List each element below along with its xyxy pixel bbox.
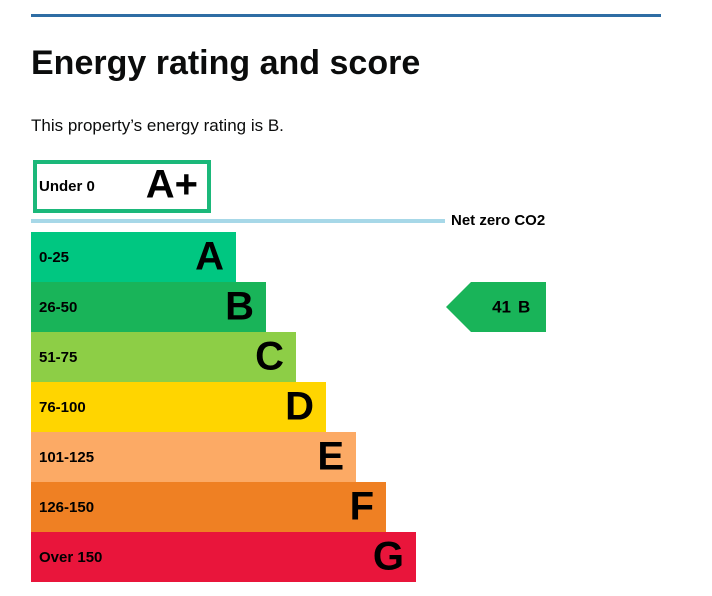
band-range: 51-75 <box>39 349 77 366</box>
band-bar <box>31 282 266 332</box>
band-letter: A+ <box>146 163 198 207</box>
band-bar <box>31 482 386 532</box>
band-bar <box>31 332 296 382</box>
summary-text: This property’s energy rating is B. <box>31 116 284 135</box>
current-rating-arrow <box>446 282 546 332</box>
band-range: Over 150 <box>39 549 102 566</box>
band-letter: G <box>373 535 404 579</box>
band-range: 76-100 <box>39 399 86 416</box>
band-letter: E <box>317 435 344 479</box>
band-range: 26-50 <box>39 299 77 316</box>
band-range: Under 0 <box>39 178 95 195</box>
band-range: 0-25 <box>39 249 69 266</box>
band-letter: B <box>225 285 254 329</box>
current-letter: B <box>518 297 530 316</box>
band-range: 101-125 <box>39 449 94 466</box>
top-band-box <box>33 160 211 213</box>
band-range: 126-150 <box>39 499 94 516</box>
band-letter: A <box>195 235 224 279</box>
band-bar <box>31 432 356 482</box>
top-rule <box>31 14 661 17</box>
band-letter: F <box>350 485 374 529</box>
band-bar <box>31 382 326 432</box>
page-title: Energy rating and score <box>31 44 420 82</box>
band-letter: D <box>285 385 314 429</box>
band-letter: C <box>255 335 284 379</box>
current-score: 41 <box>492 297 511 316</box>
band-bar <box>31 532 416 582</box>
band-bar <box>31 232 236 282</box>
net-zero-line <box>31 219 445 223</box>
net-zero-label: Net zero CO2 <box>451 212 545 229</box>
